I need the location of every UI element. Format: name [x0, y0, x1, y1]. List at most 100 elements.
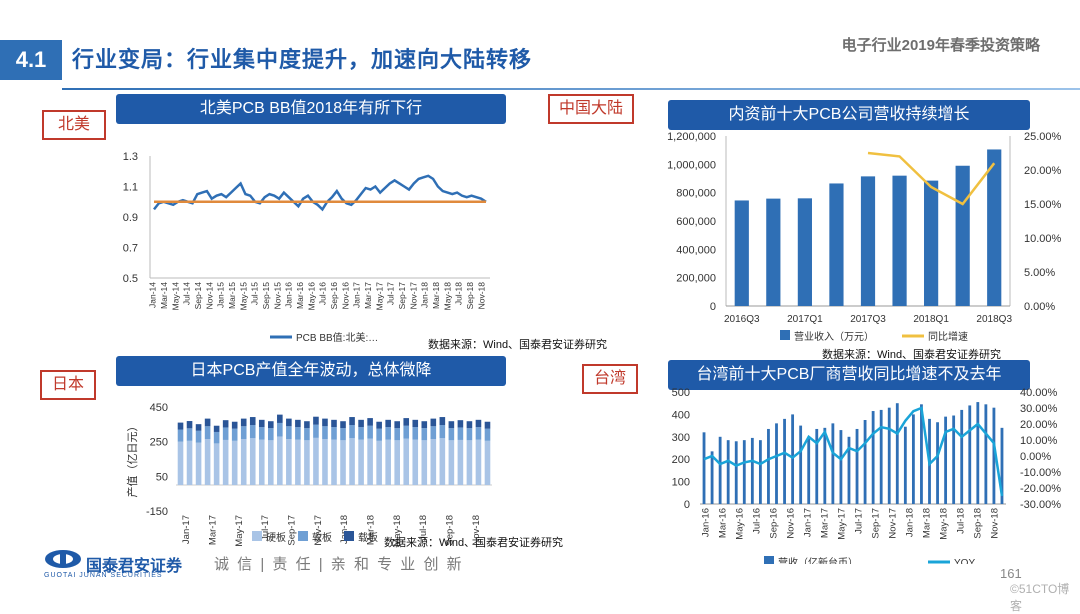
cn-legend-label: 营业收入（万元）: [794, 330, 874, 343]
jp-bar-segment-0: [484, 440, 491, 485]
region-label-japan: 日本: [40, 370, 96, 400]
jp-bar-segment-0: [195, 442, 202, 485]
tw-revenue-bar: [807, 436, 811, 504]
jp-bar-segment-1: [448, 428, 455, 441]
cn-y-tick-label: 600,000: [676, 216, 716, 228]
jp-bar-segment-1: [204, 426, 211, 440]
tw-y2-tick-label: 30.00%: [1020, 403, 1058, 415]
chart-title-japan: 日本PCB产值全年波动，总体微降: [116, 356, 506, 386]
cn-y2-tick-label: 25.00%: [1024, 131, 1062, 143]
cn-x-tick-label: 2017Q3: [850, 314, 886, 325]
tw-revenue-bar: [783, 418, 786, 504]
jp-bar-segment-2: [412, 419, 419, 428]
jp-bar-segment-0: [376, 440, 382, 485]
cn-x-tick-label: 2018Q3: [976, 314, 1012, 325]
jp-bar-segment-1: [286, 426, 292, 440]
jp-x-tick-label: Nov-17: [313, 515, 324, 546]
cn-y-tick-label: 0: [710, 301, 716, 313]
tw-revenue-bar: [702, 432, 706, 504]
jp-bar-segment-1: [222, 427, 229, 440]
na-y-tick-label: 0.9: [123, 212, 138, 224]
tw-revenue-bar: [944, 416, 948, 504]
region-label-china: 中国大陆: [548, 94, 634, 124]
footer-slogan: 诚 信 | 责 任 | 亲 和 专 业 创 新: [214, 556, 464, 573]
page-title: 行业变局：行业集中度提升，加速向大陆转移: [72, 47, 533, 72]
jp-bar-segment-1: [376, 428, 382, 441]
jp-bar-segment-1: [394, 428, 400, 441]
source-note-north-america: 数据来源：Wind、国泰君安证券研究: [428, 339, 608, 351]
jp-x-tick-label: Sep-17: [287, 515, 298, 546]
jp-bar-segment-0: [277, 436, 283, 485]
tw-y2-tick-label: 40.00%: [1020, 387, 1058, 399]
cn-legend-swatch: [780, 330, 790, 340]
jp-legend-swatch: [252, 531, 262, 541]
jp-bar-segment-1: [358, 427, 364, 440]
tw-revenue-bar: [815, 428, 819, 504]
jp-bar-segment-2: [222, 420, 229, 428]
tw-x-tick-label: Jan-18: [905, 508, 916, 537]
cn-y-tick-label: 400,000: [676, 244, 716, 256]
jp-bar-segment-0: [240, 439, 247, 485]
jp-bar-segment-2: [295, 419, 301, 428]
cn-source-note: 数据来源：Wind、国泰君安证券研究: [822, 347, 1001, 360]
jp-bar-segment-2: [376, 421, 382, 429]
tw-revenue-bar: [895, 403, 899, 504]
na-x-tick-label: Jan-16: [284, 282, 294, 308]
jp-bar-segment-2: [484, 421, 491, 429]
na-series-line: [153, 174, 487, 212]
na-x-tick-label: May-16: [306, 282, 316, 311]
watermark: ©51CTO博客: [1010, 582, 1070, 613]
jp-bar-segment-0: [186, 440, 193, 485]
jp-bar-segment-1: [457, 427, 464, 440]
na-x-tick-label: Jul-18: [454, 282, 464, 305]
cn-growth-line: [867, 151, 996, 206]
jp-x-tick-label: Mar-18: [366, 515, 377, 545]
jp-bar-segment-2: [322, 418, 328, 427]
tw-x-tick-label: Jan-16: [701, 508, 712, 537]
jp-bar-segment-2: [475, 419, 482, 428]
tw-legend-swatch: [764, 556, 774, 564]
tw-yoy-line: [703, 406, 1004, 497]
source-note-japan: 数据来源：Wind、国泰君安证券研究: [384, 537, 564, 549]
tw-x-tick-label: Jul-16: [752, 508, 763, 534]
cn-y-tick-label: 800,000: [676, 188, 716, 200]
na-x-tick-label: Jul-14: [182, 282, 192, 305]
tw-revenue-bar: [976, 402, 980, 504]
jp-bar-segment-2: [286, 418, 292, 427]
jp-bar-segment-0: [331, 439, 337, 485]
tw-revenue-bar: [968, 405, 972, 504]
jp-legend-label: 载板: [358, 531, 378, 544]
jp-y-axis-label: 产值（亿日元）: [125, 421, 139, 498]
tw-revenue-bar: [887, 407, 891, 504]
na-y-tick-label: 0.5: [123, 273, 138, 285]
jp-bar-segment-1: [412, 427, 419, 440]
chart-title-taiwan: 台湾前十大PCB厂商营收同比增速不及去年: [668, 360, 1030, 390]
jp-bar-segment-2: [403, 418, 410, 426]
jp-bar-segment-1: [340, 428, 346, 441]
jp-bar-segment-2: [394, 421, 400, 429]
jp-bar-segment-0: [322, 439, 328, 485]
tw-x-tick-label: Mar-18: [922, 508, 933, 538]
jp-bar-segment-1: [249, 425, 256, 439]
jp-y-tick-label: 450: [150, 402, 168, 414]
jp-bar-segment-0: [258, 439, 265, 485]
tw-y-tick-label: 200: [672, 454, 690, 466]
chart-title-china: 内资前十大PCB公司营收持续增长: [668, 100, 1030, 130]
cn-revenue-bar: [860, 176, 876, 306]
jp-bar-segment-1: [322, 426, 328, 440]
cn-y2-tick-label: 15.00%: [1024, 199, 1062, 211]
jp-bar-segment-1: [231, 428, 238, 441]
company-logo-text: 国泰君安证券: [86, 558, 183, 575]
jp-x-tick-label: Sep-18: [445, 515, 456, 546]
jp-bar-segment-1: [466, 428, 473, 441]
tw-revenue-bar: [903, 426, 907, 504]
jp-bar-segment-2: [331, 419, 337, 428]
jp-bar-segment-1: [484, 428, 491, 441]
tw-revenue-bar: [863, 420, 867, 504]
jp-bar-segment-0: [367, 438, 373, 485]
tw-y2-tick-label: -20.00%: [1020, 483, 1061, 495]
tw-revenue-bar: [847, 436, 851, 504]
na-x-tick-label: Sep-17: [397, 282, 407, 310]
jp-bar-segment-1: [421, 428, 428, 441]
tw-x-tick-label: May-16: [735, 508, 746, 540]
